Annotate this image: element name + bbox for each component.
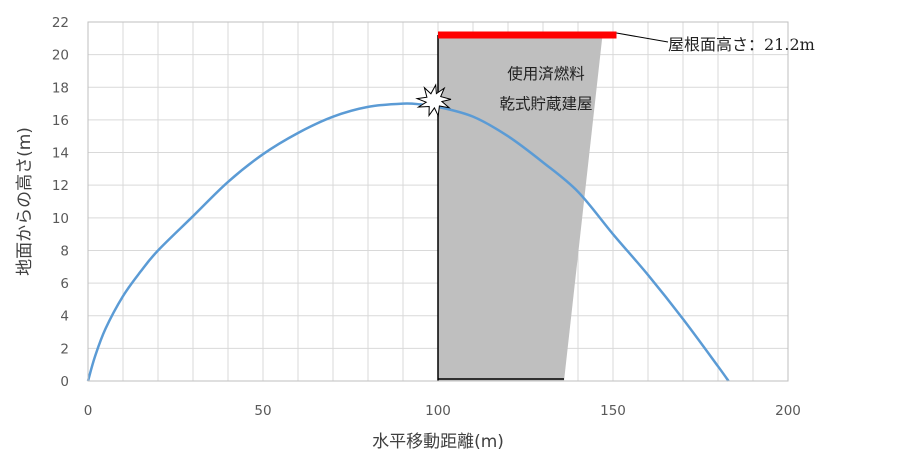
y-tick-label: 16 xyxy=(52,113,69,129)
y-tick-label: 18 xyxy=(52,80,69,96)
plot-border xyxy=(87,21,789,382)
y-tick-label: 6 xyxy=(60,276,69,292)
y-tick-label: 22 xyxy=(52,15,69,31)
impact-marker xyxy=(415,83,452,118)
x-tick-label: 150 xyxy=(600,403,626,419)
series-layer xyxy=(86,102,730,382)
roof xyxy=(438,31,669,43)
y-tick-label: 14 xyxy=(52,146,69,162)
y-tick-label: 10 xyxy=(52,211,69,227)
x-tick-label: 200 xyxy=(775,403,801,419)
y-axis-title: 地面からの高さ(m) xyxy=(15,127,35,276)
y-tick-label: 20 xyxy=(52,48,69,64)
y-tick-label: 2 xyxy=(60,341,69,357)
building-shape xyxy=(438,35,603,382)
x-tick-label: 100 xyxy=(425,403,451,419)
axes: 0 50 100 150 200 0 2 4 6 8 10 12 14 16 18 20 22 水平移動距離(m)… xyxy=(15,15,801,452)
x-tick-label: 50 xyxy=(254,403,271,419)
x-axis-title: 水平移動距離(m) xyxy=(372,432,504,452)
series-line-0 xyxy=(86,102,730,382)
x-tick-label: 0 xyxy=(84,403,93,419)
building-label-line-1: 使用済燃料 xyxy=(507,65,585,83)
explosion-icon xyxy=(415,83,452,118)
building-label-line-2: 乾式貯蔵建屋 xyxy=(499,95,592,113)
y-tick-label: 4 xyxy=(60,309,69,325)
y-tick-label: 0 xyxy=(60,374,69,390)
roof-leader-line xyxy=(616,32,669,43)
roof-label: 屋根面高さ：21.2m xyxy=(668,35,815,54)
y-tick-label: 12 xyxy=(52,178,69,194)
y-tick-label: 8 xyxy=(60,243,69,259)
